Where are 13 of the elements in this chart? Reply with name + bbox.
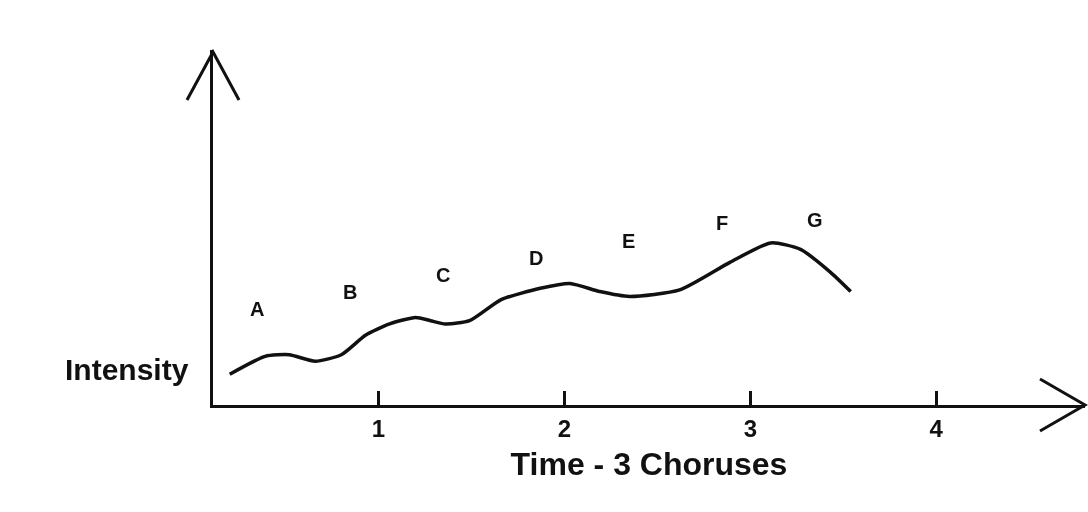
text: F [716,212,729,234]
x-tick-label: 3 [743,414,758,442]
x-tick-label: 4 [929,414,944,442]
text: G [807,209,823,231]
annotation: A [250,298,265,320]
x-tick-label: 1 [371,414,386,442]
annotation: C [436,264,451,286]
annotation: B [343,281,358,303]
annotation: E [622,230,636,252]
annotation: D [529,247,544,269]
y-axis-title: Intensity [65,353,189,386]
x-tick-label: 2 [557,414,572,442]
x-axis-title: Time - 3 Choruses [510,445,788,482]
